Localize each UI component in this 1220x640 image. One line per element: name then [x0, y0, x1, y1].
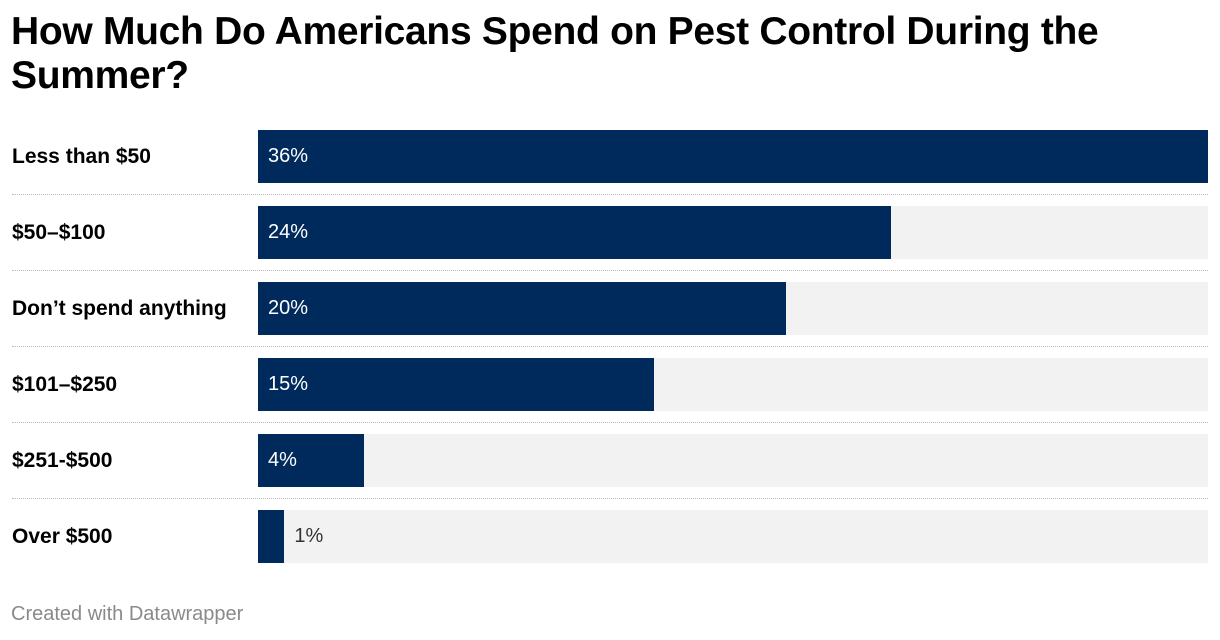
- bar: [258, 130, 1208, 183]
- category-label: $251-$500: [12, 449, 113, 472]
- bar-track: 4%: [258, 434, 1208, 487]
- bar-track: 36%: [258, 130, 1208, 183]
- chart-title: How Much Do Americans Spend on Pest Cont…: [11, 10, 1099, 97]
- bar-track: 1%: [258, 510, 1208, 563]
- bar: [258, 358, 654, 411]
- row-divider: [12, 498, 1208, 499]
- bar-track: 24%: [258, 206, 1208, 259]
- row-divider: [12, 346, 1208, 347]
- bar-chart: Less than $50 36% $50–$100 24% Don’t spend a…: [0, 130, 1220, 586]
- row-divider: [12, 270, 1208, 271]
- value-label: 36%: [268, 145, 309, 167]
- row-divider: [12, 422, 1208, 423]
- bar-row: Less than $50 36%: [0, 130, 1220, 206]
- bar: [258, 510, 285, 563]
- bar: [258, 206, 892, 259]
- value-label: 20%: [268, 297, 309, 319]
- value-label: 24%: [268, 221, 309, 243]
- footer-credit: Created with Datawrapper: [11, 603, 244, 625]
- category-label: $50–$100: [12, 221, 106, 244]
- bar-row: Over $500 1%: [0, 510, 1220, 586]
- bar-track: 15%: [258, 358, 1208, 411]
- bar-row: Don’t spend anything 20%: [0, 282, 1220, 358]
- category-label: $101–$250: [12, 373, 118, 396]
- value-label: 1%: [294, 525, 324, 547]
- row-divider: [12, 194, 1208, 195]
- bar-row: $50–$100 24%: [0, 206, 1220, 282]
- bar: [258, 434, 364, 487]
- bar-row: $101–$250 15%: [0, 358, 1220, 434]
- category-label: Less than $50: [12, 145, 151, 168]
- bar-track: 20%: [258, 282, 1208, 335]
- category-label: Don’t spend anything: [12, 297, 227, 320]
- value-label: 4%: [268, 449, 297, 471]
- bar: [258, 282, 786, 335]
- value-label: 15%: [268, 373, 309, 395]
- category-label: Over $500: [12, 525, 113, 548]
- bar-row: $251-$500 4%: [0, 434, 1220, 510]
